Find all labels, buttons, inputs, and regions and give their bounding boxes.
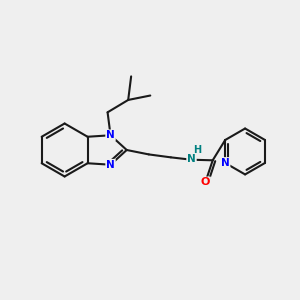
Text: N: N [106, 160, 115, 170]
Text: O: O [201, 177, 210, 188]
Text: N: N [187, 154, 196, 164]
Text: N: N [221, 158, 230, 168]
Text: N: N [106, 130, 115, 140]
Text: H: H [193, 145, 201, 155]
